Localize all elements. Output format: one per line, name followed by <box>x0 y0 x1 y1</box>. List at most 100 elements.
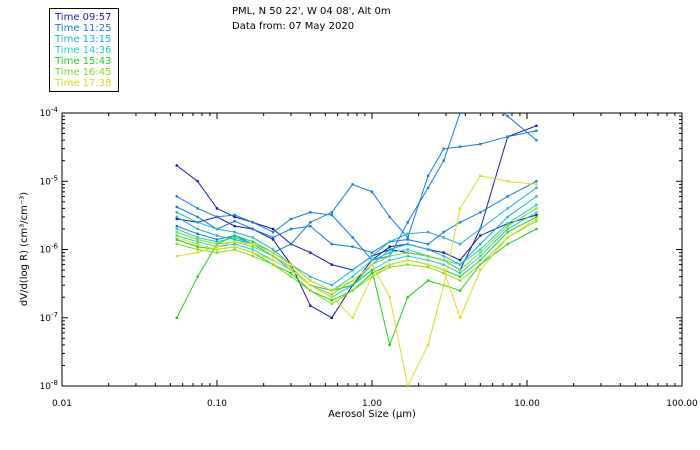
series-line <box>176 214 537 319</box>
data-point <box>196 227 199 231</box>
data-point <box>233 219 236 223</box>
y-tick-label: 10-4 <box>40 106 59 119</box>
data-point <box>458 207 462 210</box>
data-point <box>271 254 275 258</box>
data-point <box>233 245 236 248</box>
data-point <box>196 240 199 243</box>
data-point <box>175 234 178 237</box>
data-point <box>442 254 445 258</box>
data-point <box>289 242 293 246</box>
data-point <box>233 238 236 241</box>
data-point <box>309 289 312 292</box>
data-point <box>535 217 538 221</box>
data-point <box>251 227 254 231</box>
data-point <box>442 271 445 275</box>
data-point <box>458 271 462 275</box>
plot-area-frame <box>61 112 683 387</box>
data-point <box>406 254 409 258</box>
data-point <box>233 224 236 228</box>
legend-item: Time 09:57 <box>55 12 112 23</box>
data-point <box>330 242 333 246</box>
data-point <box>388 258 391 262</box>
data-point <box>271 258 275 262</box>
data-point <box>175 215 178 219</box>
legend-item: Time 17:38 <box>55 78 112 89</box>
data-point <box>426 242 430 246</box>
data-point <box>426 254 430 258</box>
data-point <box>406 251 409 254</box>
data-point <box>309 211 312 214</box>
data-point <box>330 293 333 296</box>
data-point <box>406 238 409 241</box>
data-point <box>271 248 275 251</box>
data-point <box>442 268 445 272</box>
data-point <box>506 195 509 198</box>
data-point <box>196 221 199 224</box>
x-tick-label: 0.01 <box>52 399 72 409</box>
data-point <box>426 343 430 347</box>
data-point <box>479 258 482 262</box>
data-point <box>251 245 254 248</box>
data-point <box>370 263 374 266</box>
data-point <box>233 234 236 237</box>
data-point <box>388 251 391 254</box>
data-point <box>479 227 482 231</box>
data-point <box>388 254 391 258</box>
y-tick-label: 10-5 <box>40 174 58 187</box>
data-point <box>406 384 409 386</box>
data-point <box>388 245 391 248</box>
data-point <box>330 283 333 287</box>
data-point <box>196 242 199 246</box>
data-point <box>196 245 199 248</box>
series-line <box>176 195 537 292</box>
data-point <box>479 174 482 178</box>
data-point <box>458 113 462 115</box>
data-point <box>233 240 236 243</box>
data-point <box>370 254 374 258</box>
data-point <box>330 263 333 266</box>
data-point <box>330 299 333 302</box>
data-point <box>233 215 236 219</box>
data-point <box>289 266 293 269</box>
data-point <box>442 159 445 162</box>
data-point <box>535 203 538 207</box>
data-point <box>289 217 293 221</box>
data-point <box>426 174 430 178</box>
data-point <box>233 242 236 246</box>
data-point <box>370 190 374 194</box>
data-point <box>196 275 199 278</box>
data-point <box>506 135 509 138</box>
data-point <box>506 236 509 239</box>
data-point <box>388 215 391 219</box>
data-point <box>479 234 482 237</box>
data-point <box>406 236 409 239</box>
data-point <box>233 213 236 217</box>
data-point <box>458 242 462 246</box>
legend-item: Time 15:43 <box>55 56 112 67</box>
data-point <box>289 271 293 275</box>
data-point <box>271 230 275 234</box>
data-point <box>351 279 354 282</box>
data-point <box>175 236 178 239</box>
data-point <box>458 268 462 272</box>
data-point <box>388 248 391 251</box>
y-tick-label: 10-7 <box>40 311 58 324</box>
data-point <box>175 224 178 228</box>
data-point <box>426 266 430 269</box>
data-point <box>442 147 445 150</box>
data-point <box>271 227 275 231</box>
data-point <box>175 195 178 198</box>
data-point <box>330 211 333 214</box>
data-point <box>215 242 219 246</box>
data-point <box>215 251 219 254</box>
data-point <box>271 251 275 254</box>
data-point <box>458 279 462 282</box>
data-point <box>196 232 199 235</box>
data-point <box>535 180 538 183</box>
data-point <box>309 251 312 254</box>
data-point <box>479 242 482 246</box>
y-tick-label: 10-8 <box>40 379 58 392</box>
data-point <box>426 258 430 262</box>
data-point <box>370 275 374 278</box>
